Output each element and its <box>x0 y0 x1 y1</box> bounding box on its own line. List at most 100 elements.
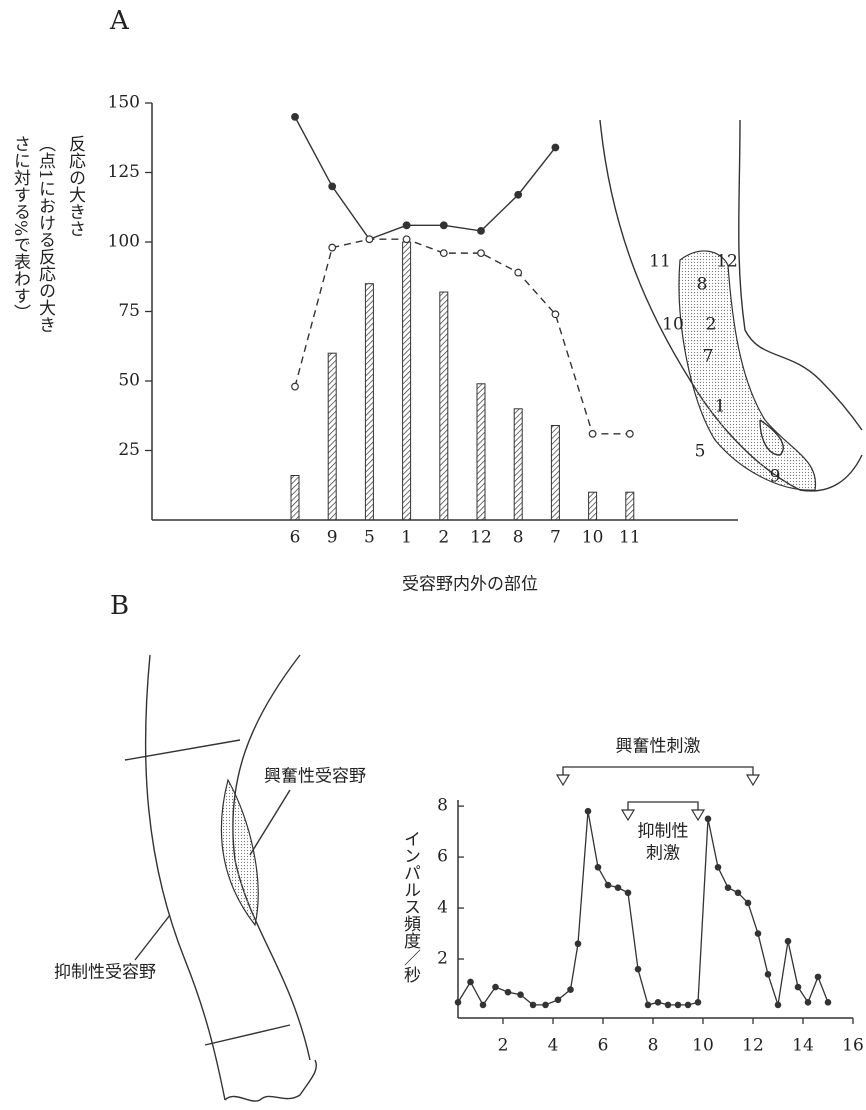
point <box>292 383 299 390</box>
x-tick-label: 4 <box>548 1036 559 1056</box>
x-axis-label: 受容野内外の部位 <box>402 575 538 595</box>
stimulus-bracket <box>563 767 753 775</box>
region-label: 11 <box>649 252 671 272</box>
point <box>805 999 812 1006</box>
point <box>567 986 574 993</box>
y-tick-label: 25 <box>118 440 140 460</box>
point <box>441 222 448 229</box>
y-tick-label: 8 <box>437 796 448 816</box>
x-tick-label: 14 <box>792 1036 814 1056</box>
point <box>517 991 524 998</box>
panel-letter: B <box>110 591 129 621</box>
point <box>552 144 559 151</box>
point <box>478 228 485 235</box>
y-tick-label: 125 <box>108 162 140 182</box>
y-axis-note: （点1における反応の大き <box>35 135 56 333</box>
region-label: 10 <box>662 315 684 335</box>
point <box>815 974 822 981</box>
point <box>555 997 562 1004</box>
point <box>542 1002 549 1009</box>
bar <box>514 409 522 520</box>
y-tick-label: 50 <box>118 371 140 391</box>
stimulus-label: 興奮性刺激 <box>616 737 701 757</box>
stimulus-label: 刺激 <box>646 844 680 864</box>
point <box>589 431 596 438</box>
region-label: 8 <box>697 275 708 295</box>
point <box>492 984 499 991</box>
bar <box>626 492 634 520</box>
arm-sketch <box>125 655 316 1101</box>
point <box>745 900 752 907</box>
y-tick-label: 6 <box>437 847 448 867</box>
bar <box>403 242 411 520</box>
bar <box>551 425 559 520</box>
x-tick-label: 6 <box>290 528 301 548</box>
point <box>627 431 634 438</box>
point <box>478 250 485 257</box>
x-tick-label: 5 <box>364 528 375 548</box>
point <box>467 979 474 986</box>
annotation: 抑制性受容野 <box>54 963 156 983</box>
y-axis-label: 反応の大きさ <box>65 135 86 237</box>
point <box>403 236 410 243</box>
x-tick-label: 12 <box>742 1036 764 1056</box>
point <box>515 191 522 198</box>
point <box>585 808 592 815</box>
bar <box>589 492 597 520</box>
point <box>625 889 632 896</box>
stimulus-arrow <box>557 775 569 785</box>
point <box>765 971 772 978</box>
region-label: 9 <box>770 467 781 487</box>
stimulus-bracket <box>628 802 698 810</box>
point <box>515 269 522 276</box>
panel-letter: A <box>109 6 130 36</box>
line <box>295 239 630 434</box>
point <box>595 864 602 871</box>
bar <box>291 476 299 520</box>
point <box>775 1002 782 1009</box>
line <box>295 117 555 239</box>
x-tick-label: 10 <box>692 1036 714 1056</box>
x-tick-label: 2 <box>498 1036 509 1056</box>
stimulus-arrow <box>747 775 759 785</box>
x-tick-label: 12 <box>470 528 492 548</box>
hand-sketch <box>600 120 862 491</box>
y-tick-label: 100 <box>108 232 140 252</box>
x-tick-label: 6 <box>598 1036 609 1056</box>
point <box>552 311 559 318</box>
point <box>530 1002 537 1009</box>
point <box>329 183 336 190</box>
x-tick-label: 8 <box>513 528 524 548</box>
point <box>695 999 702 1006</box>
x-tick-label: 2 <box>438 528 449 548</box>
stimulus-arrow <box>622 810 634 820</box>
point <box>685 1002 692 1009</box>
y-tick-label: 75 <box>118 301 140 321</box>
point <box>329 244 336 251</box>
y-axis-note: さに対する%で表わす） <box>10 135 31 321</box>
point <box>480 1002 487 1009</box>
y-tick-label: 150 <box>108 93 140 113</box>
point <box>725 884 732 891</box>
point <box>615 884 622 891</box>
bar <box>328 353 336 520</box>
point <box>795 984 802 991</box>
annotation: 興奮性受容野 <box>264 767 366 787</box>
page: {"chart_data": [ {"type": "bar", "panel"… <box>0 0 866 1110</box>
point <box>705 816 712 823</box>
point <box>655 999 662 1006</box>
y-tick-label: 2 <box>437 949 448 969</box>
point <box>735 889 742 896</box>
point <box>635 966 642 973</box>
region-label: 12 <box>716 252 738 272</box>
stimulus-label: 抑制性 <box>638 822 689 842</box>
stimulus-arrow <box>692 810 704 820</box>
point <box>441 250 448 257</box>
point <box>675 1002 682 1009</box>
point <box>366 236 373 243</box>
point <box>575 940 582 947</box>
figure: A B 反応の大きさ （点1における反応の大き さに対する%で表わす） 受容野内… <box>0 0 866 1110</box>
point <box>292 114 299 121</box>
region-label: 7 <box>703 347 714 367</box>
y-tick-label: 4 <box>437 898 448 918</box>
